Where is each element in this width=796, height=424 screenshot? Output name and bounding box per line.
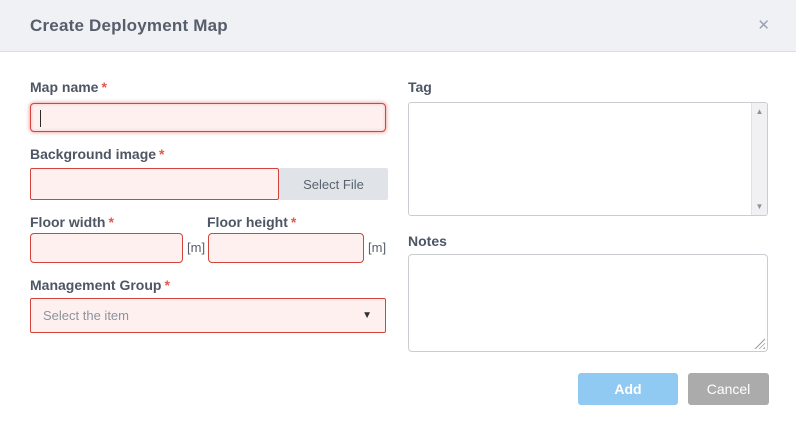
floor-height-label: Floor height * — [207, 214, 297, 230]
floor-width-input[interactable] — [30, 233, 183, 263]
close-icon[interactable]: ✕ — [757, 17, 770, 34]
notes-label: Notes — [408, 233, 447, 249]
management-group-dropdown[interactable]: Select the item ▼ — [30, 298, 386, 333]
scrollbar[interactable]: ▲ ▼ — [751, 103, 767, 215]
dialog-header: Create Deployment Map ✕ — [0, 0, 796, 52]
dialog-title: Create Deployment Map — [30, 16, 228, 35]
notes-field-container — [408, 254, 768, 352]
chevron-down-icon: ▼ — [362, 310, 372, 321]
select-file-button[interactable]: Select File — [279, 168, 388, 200]
background-image-input[interactable] — [30, 168, 279, 200]
add-button[interactable]: Add — [578, 373, 678, 405]
resize-handle-icon[interactable] — [754, 338, 765, 349]
required-asterisk: * — [101, 79, 107, 95]
floor-height-input[interactable] — [208, 233, 364, 263]
notes-textarea[interactable] — [411, 257, 759, 347]
map-name-label: Map name * — [30, 79, 107, 95]
tag-label: Tag — [408, 79, 432, 95]
scroll-up-icon[interactable]: ▲ — [755, 107, 764, 116]
cancel-button[interactable]: Cancel — [688, 373, 769, 405]
floor-width-label: Floor width * — [30, 214, 114, 230]
required-asterisk: * — [164, 277, 170, 293]
floor-width-unit: [m] — [187, 240, 206, 255]
text-caret — [40, 110, 41, 127]
map-name-input[interactable] — [30, 103, 386, 132]
scroll-down-icon[interactable]: ▼ — [755, 202, 764, 211]
map-name-input-field[interactable] — [39, 106, 374, 129]
required-asterisk: * — [290, 214, 297, 230]
floor-height-unit: [m] — [368, 240, 387, 255]
tag-listbox[interactable]: ▲ ▼ — [408, 102, 768, 216]
background-image-label: Background image * — [30, 146, 165, 162]
required-asterisk: * — [159, 146, 165, 162]
required-asterisk: * — [108, 214, 114, 230]
dropdown-selected-value: Select the item — [43, 308, 129, 323]
management-group-label: Management Group * — [30, 277, 170, 293]
